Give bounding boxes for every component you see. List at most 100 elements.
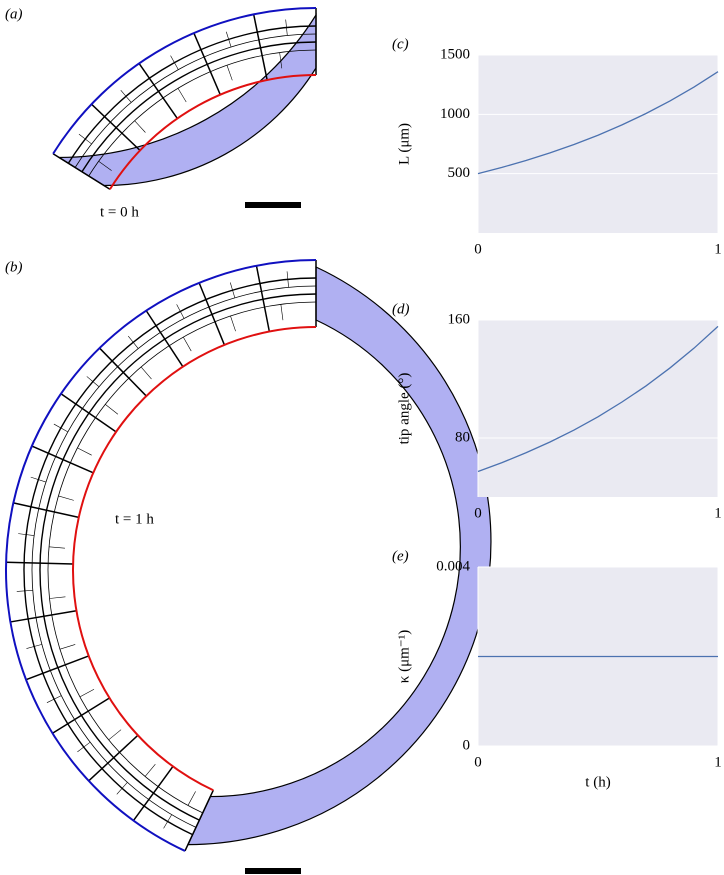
cell-wall bbox=[10, 609, 77, 623]
panel-label: (a) bbox=[5, 6, 23, 22]
panel-label: (e) bbox=[392, 548, 409, 564]
cell-layer bbox=[74, 33, 317, 168]
y-axis-label: tip angle (°) bbox=[396, 373, 412, 445]
cell-wall bbox=[105, 404, 119, 415]
cell-wall bbox=[78, 133, 92, 145]
y-tick-label: 80 bbox=[455, 429, 470, 445]
cell-wall bbox=[49, 596, 66, 599]
cell-wall bbox=[108, 729, 122, 741]
cell-wall bbox=[226, 31, 232, 48]
cell-wall bbox=[6, 561, 74, 565]
panel-caption: t = 0 h bbox=[100, 204, 139, 220]
cell-wall bbox=[88, 734, 139, 782]
x-tick-label: 1 bbox=[714, 505, 722, 521]
cell-wall bbox=[170, 55, 179, 70]
cell-wall bbox=[77, 447, 92, 456]
cell-wall bbox=[144, 763, 156, 777]
cell-wall bbox=[285, 19, 288, 36]
inner-edge bbox=[109, 74, 317, 190]
cell-wall bbox=[184, 789, 214, 852]
y-axis-label: κ (μm⁻¹) bbox=[396, 630, 412, 683]
cell-wall bbox=[145, 310, 184, 368]
cell-wall bbox=[53, 423, 69, 433]
cell-wall bbox=[18, 533, 35, 536]
outer-edge bbox=[52, 7, 317, 155]
cell-wall bbox=[77, 741, 91, 753]
cell-wall bbox=[16, 590, 33, 592]
cell-wall bbox=[183, 337, 192, 352]
inner-edge bbox=[72, 326, 317, 792]
cell-wall bbox=[79, 689, 95, 698]
data-line bbox=[477, 71, 719, 175]
scale-bar bbox=[245, 202, 301, 208]
cell-layer bbox=[81, 41, 317, 173]
cell-wall bbox=[25, 655, 89, 681]
cell-wall bbox=[134, 120, 146, 133]
cell-wall bbox=[187, 791, 196, 806]
scale-bar bbox=[245, 868, 301, 874]
panel-caption: t = 1 h bbox=[115, 511, 154, 527]
cell-wall bbox=[46, 695, 62, 703]
x-tick-label: 0 bbox=[474, 754, 482, 770]
cell-wall bbox=[48, 546, 65, 549]
panel-label: (c) bbox=[392, 36, 409, 52]
cell-wall bbox=[86, 376, 100, 388]
cell-wall bbox=[116, 782, 128, 795]
cell-wall bbox=[132, 765, 174, 822]
cell-wall bbox=[279, 52, 283, 69]
x-tick-label: 0 bbox=[474, 505, 482, 521]
cell-wall bbox=[163, 814, 172, 829]
cell-wall bbox=[198, 282, 226, 346]
y-axis-label: L (μm) bbox=[396, 123, 412, 165]
cell-layer bbox=[88, 49, 317, 177]
cell-layer bbox=[47, 301, 317, 814]
cell-wall bbox=[31, 445, 94, 474]
x-tick-label: 0 bbox=[474, 241, 482, 257]
cell-wall bbox=[176, 304, 185, 319]
cell-wall bbox=[13, 502, 79, 519]
data-line bbox=[477, 325, 719, 473]
y-tick-label: 500 bbox=[448, 165, 471, 181]
cell-wall bbox=[52, 697, 110, 734]
x-tick-label: 1 bbox=[714, 754, 722, 770]
cell-wall bbox=[60, 393, 117, 433]
cell-wall bbox=[280, 304, 284, 321]
cell-wall bbox=[90, 103, 141, 151]
cell-wall bbox=[26, 644, 42, 649]
y-tick-label: 0.004 bbox=[436, 558, 470, 574]
cell-wall bbox=[193, 32, 221, 95]
diagrams bbox=[5, 7, 492, 852]
cell-wall bbox=[52, 153, 111, 190]
cell-wall bbox=[138, 63, 178, 119]
cell-wall bbox=[30, 476, 47, 483]
y-tick-label: 1000 bbox=[440, 106, 470, 122]
cell-wall bbox=[140, 366, 152, 380]
y-tick-label: 1500 bbox=[440, 46, 470, 62]
cell-wall bbox=[59, 644, 76, 650]
x-axis-label: t (h) bbox=[585, 774, 610, 790]
cell-wall bbox=[127, 335, 139, 349]
cell-wall bbox=[252, 14, 268, 81]
cell-wall bbox=[255, 265, 271, 332]
cell-wall bbox=[229, 282, 236, 298]
cell-wall bbox=[286, 271, 289, 288]
tissue bbox=[56, 12, 317, 187]
cell-wall bbox=[120, 90, 132, 103]
y-tick-label: 0 bbox=[463, 737, 471, 753]
cell-wall bbox=[230, 315, 236, 332]
panel-label: (d) bbox=[392, 301, 410, 317]
plot-area bbox=[478, 55, 718, 233]
cell-wall bbox=[177, 88, 187, 103]
cell-wall bbox=[99, 347, 147, 397]
x-tick-label: 1 bbox=[714, 241, 722, 257]
cell-wall bbox=[226, 65, 233, 81]
cell-wall bbox=[98, 160, 112, 171]
cell-layer bbox=[39, 293, 317, 821]
plot-area bbox=[478, 320, 718, 497]
cell-layer bbox=[31, 285, 317, 828]
outer-edge bbox=[5, 259, 317, 852]
tissue bbox=[187, 266, 492, 846]
y-tick-label: 160 bbox=[448, 311, 471, 327]
cell-layer bbox=[23, 277, 317, 836]
